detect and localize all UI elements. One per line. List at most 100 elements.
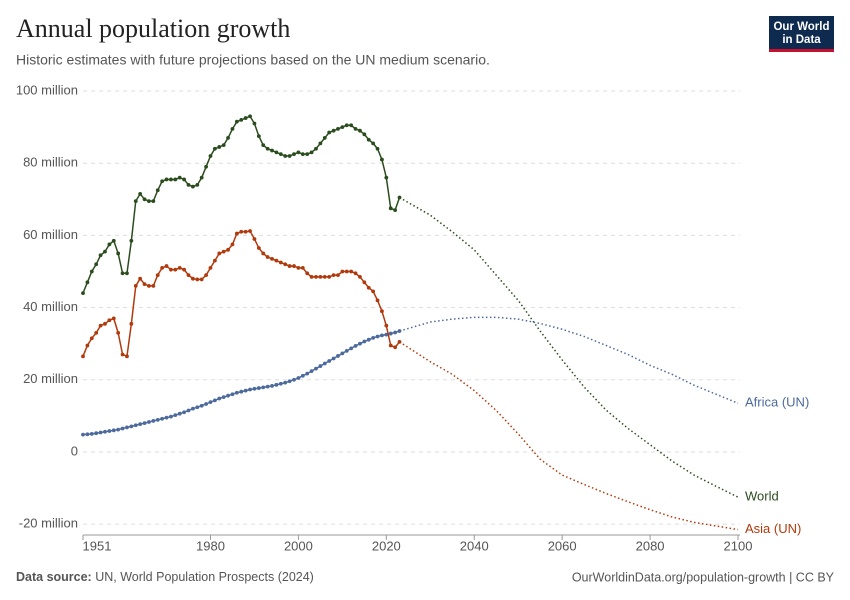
point [278,381,283,386]
point [358,275,362,279]
point [248,114,252,119]
point [142,421,147,425]
point [133,284,138,288]
point [199,277,204,282]
x-tick-label: 2000 [284,538,313,553]
point [322,136,327,140]
point [349,346,354,351]
point [305,152,310,157]
point [287,154,292,158]
point [190,184,195,189]
point [204,402,208,406]
source-text: UN, World Population Prospects (2024) [95,570,314,584]
point [384,332,389,337]
point [173,413,178,418]
point [270,384,274,388]
point [283,262,288,267]
y-tick-label: 0 [71,443,78,458]
point [270,148,274,153]
y-tick-label: 20 million [23,371,78,386]
point [103,321,107,326]
point [177,411,182,416]
point [151,419,156,423]
point [116,427,121,432]
point [327,359,332,363]
point [151,199,156,203]
point [230,392,235,397]
point [195,405,200,410]
point [85,432,90,437]
point [81,291,85,296]
point [107,242,112,247]
point [147,420,151,424]
point [160,265,165,270]
point [164,264,169,268]
point [138,191,143,196]
point [362,132,367,137]
point [327,130,332,135]
point [212,146,217,151]
footer-link[interactable]: OurWorldinData.org/population-growth | C… [572,570,835,584]
point [226,247,230,252]
logo[interactable]: Our World in Data [769,16,834,52]
point [199,403,204,408]
point [366,285,371,290]
projection-line [399,341,739,531]
chart-subtitle: Historic estimates with future projectio… [16,52,490,68]
point [147,199,151,203]
point [397,329,402,333]
point [261,385,266,390]
point [318,275,323,279]
point [98,253,103,258]
point [239,117,244,122]
point [116,330,121,335]
point [85,343,90,348]
point [358,341,362,346]
point [195,277,200,282]
point [353,127,358,131]
point [217,251,222,256]
point [221,249,226,254]
point [98,430,103,435]
point [309,369,314,374]
series-label: World [745,489,779,504]
point [120,352,125,357]
point [274,150,279,155]
point [169,267,173,272]
point [111,316,116,321]
y-tick-label: 100 million [16,82,78,97]
point [318,141,323,146]
point [256,134,261,139]
point [160,179,165,184]
point [331,273,336,277]
point [353,343,358,348]
x-tick-label: 2100 [724,538,753,553]
point [169,414,173,419]
point [160,416,165,421]
point [287,379,292,384]
point [340,125,345,129]
point [353,271,358,276]
point [393,345,398,350]
point [397,339,402,344]
point [371,289,376,294]
point [287,264,292,268]
point [278,152,283,157]
point [120,271,125,276]
point [336,354,340,358]
point [314,275,318,279]
point [111,428,116,433]
point [344,123,349,128]
point [81,354,85,359]
point [309,275,314,279]
point [173,267,178,272]
point [296,265,301,270]
point [274,258,279,263]
point [380,309,384,314]
projection-line [399,316,739,404]
point [388,206,393,211]
point [98,323,103,328]
point [107,318,112,323]
logo-box [769,16,834,52]
